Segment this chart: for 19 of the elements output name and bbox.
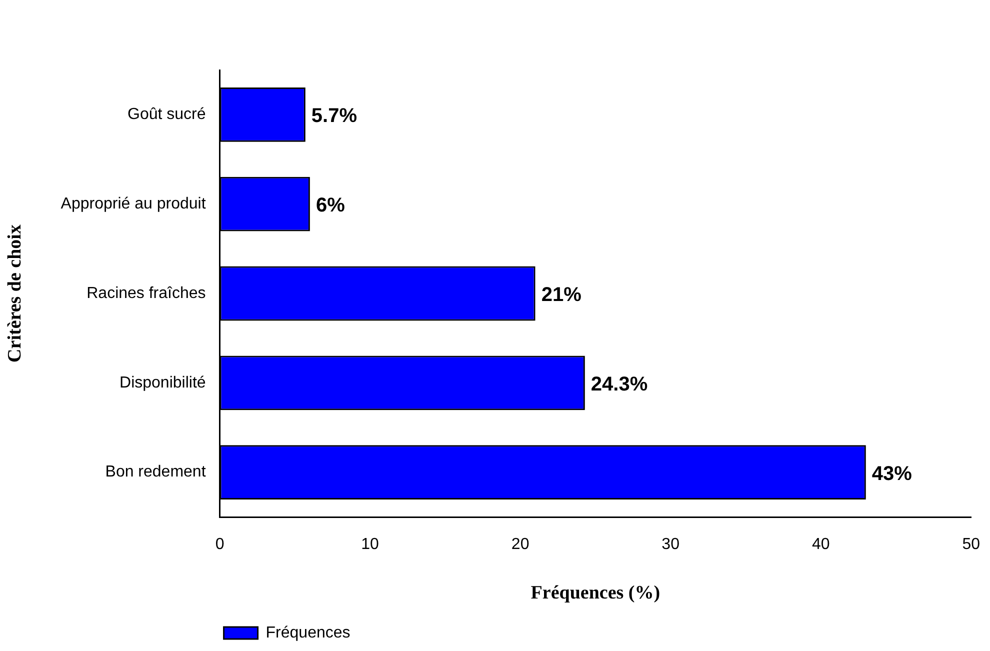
x-tick-label: 40: [812, 536, 830, 554]
y-tick-label: Disponibilité: [120, 374, 206, 392]
data-label: 24.3%: [590, 373, 648, 396]
x-tick-label: 0: [215, 536, 224, 554]
y-tick-label: Racines fraîches: [86, 284, 206, 302]
y-axis-title: Critères de choix: [4, 224, 26, 362]
y-tick-label: Approprié au produit: [60, 196, 206, 213]
x-tick-label: 50: [962, 536, 980, 554]
x-axis-title: Fréquences (%): [530, 582, 660, 604]
y-tick-label: Bon redement: [105, 464, 206, 481]
x-tick-label: 30: [662, 536, 680, 554]
x-tick-label: 10: [361, 536, 380, 554]
data-label: 5.7%: [311, 105, 358, 128]
data-label: 21%: [541, 284, 582, 306]
data-label: 6%: [316, 194, 346, 217]
y-tick-label: Goût sucré: [128, 106, 206, 124]
legend-label: Fréquences: [266, 624, 350, 642]
data-label: 43%: [872, 462, 912, 485]
x-tick-label: 20: [511, 536, 530, 554]
